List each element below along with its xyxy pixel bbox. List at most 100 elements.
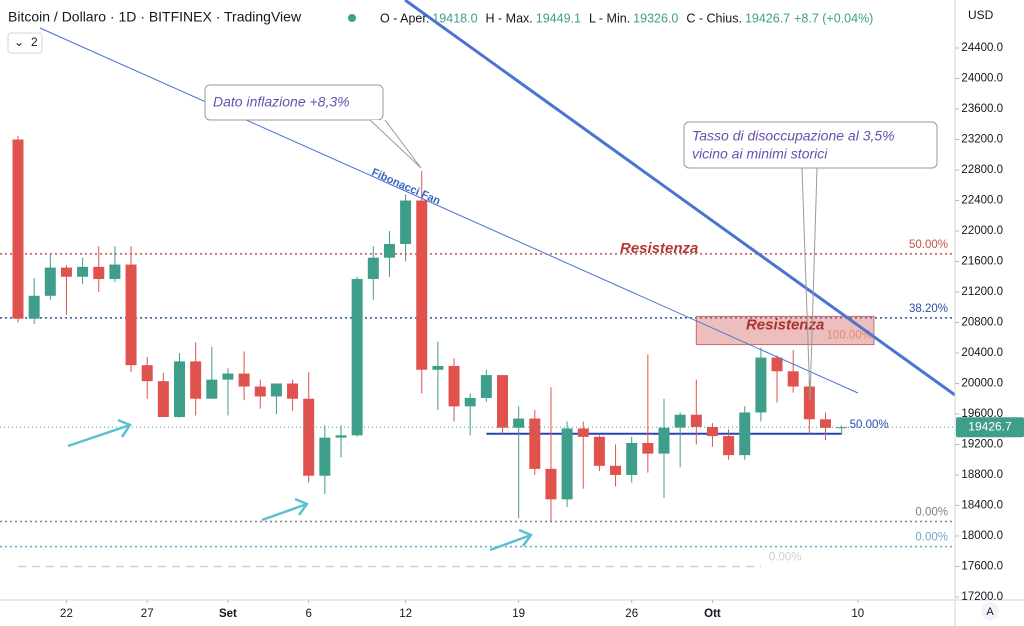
indicator-toggle[interactable] [7, 32, 43, 54]
y-tick-label: 18400.0 [961, 499, 1003, 511]
legend-value: 19418.0 [432, 11, 477, 25]
y-tick-label: 22800.0 [961, 164, 1003, 176]
callout-box [683, 121, 938, 169]
candle-body [109, 264, 121, 280]
candle-body [28, 295, 40, 319]
legend-field: H - Max. [486, 11, 533, 25]
x-tick-label: 26 [625, 608, 638, 620]
scale-button[interactable] [981, 602, 999, 620]
candle-body [803, 386, 815, 420]
x-tick-label: 19 [512, 608, 525, 620]
callout-text: Tasso di disoccupazione al 3,5% [692, 128, 895, 144]
candle-body [464, 397, 476, 407]
candle-body [497, 375, 508, 428]
x-tick-label: 22 [60, 608, 73, 620]
arrow [261, 497, 309, 522]
indicator-count: 2 [31, 35, 38, 49]
y-tick-label: 23200.0 [961, 134, 1003, 146]
x-tick-label: Ott [704, 608, 721, 620]
candle-body [12, 139, 24, 319]
fibonacci-fan-line [39, 27, 859, 394]
candle-body [270, 383, 282, 397]
candle-body [771, 357, 783, 372]
y-tick-label: 19600.0 [961, 408, 1003, 420]
last-price-box [956, 417, 1024, 438]
level-label: 38.20% [909, 303, 948, 315]
candle-body [513, 418, 525, 428]
candle-body [206, 379, 218, 399]
y-tick-label: 20400.0 [961, 347, 1003, 359]
chart-title: Bitcoin / Dollaro · 1D · BITFINEX · Trad… [8, 9, 302, 25]
indicator-chevron: ⌄ [14, 35, 24, 49]
candle-body [610, 465, 622, 475]
arrow [489, 528, 533, 552]
legend-field: O - Aper. [380, 11, 429, 25]
callout-pointer [801, 167, 818, 401]
candle-body [706, 426, 718, 437]
candle-body [658, 427, 670, 454]
candle-body [626, 442, 638, 475]
candle-body [545, 468, 557, 500]
candle-body [593, 436, 605, 466]
x-tick-label: 27 [141, 608, 154, 620]
zone-label: Resistenza [746, 316, 824, 333]
callout-unemployment: Tasso di disoccupazione al 3,5% vicino a… [683, 121, 938, 401]
candle-body [141, 365, 153, 382]
candle-body [836, 427, 848, 429]
level-label: 0.00% [769, 551, 802, 563]
y-tick-label: 19200.0 [961, 439, 1003, 451]
candle-body [287, 383, 299, 399]
arrows [67, 418, 533, 552]
arrow [67, 418, 132, 448]
y-tick-label: 21200.0 [961, 286, 1003, 298]
y-tick-label: 23600.0 [961, 103, 1003, 115]
plot: 50.00% 38.20% 50.00% 0.00% 0.00% 0.00% Resiste… [0, 135, 955, 568]
scale-mode: A [986, 606, 994, 618]
x-tick-label: Set [219, 608, 237, 620]
candle-body [400, 200, 412, 244]
candle-body [416, 200, 428, 370]
status-dot [348, 14, 356, 22]
callout-text: vicino ai minimi storici [692, 146, 828, 162]
zone-level-label: 100.00% [827, 330, 872, 342]
candle-body [820, 419, 831, 428]
y-tick-label: 18000.0 [961, 530, 1003, 542]
candle-body [787, 371, 799, 387]
candle-body [351, 279, 363, 436]
candle-body [448, 365, 460, 407]
candle-body [60, 267, 72, 277]
trend-line [404, 0, 956, 397]
callout-inflation: Dato inflazione +8,3% [204, 84, 422, 169]
y-tick-label: 18800.0 [961, 469, 1003, 481]
candle-body [238, 373, 250, 387]
candle-body [383, 243, 395, 258]
last-price-label: 19426.7 [968, 419, 1012, 433]
candle-body [642, 442, 654, 454]
candle-body [125, 264, 137, 366]
candle-body [755, 357, 767, 413]
candle-body [222, 373, 234, 380]
ohlc-legend: O - Aper. 19418.0 H - Max. 19449.1 L - Min. 1… [380, 11, 873, 25]
x-tick-label: 10 [851, 608, 864, 620]
candle-body [303, 398, 315, 476]
candle-body [77, 266, 89, 277]
y-tick-label: 24000.0 [961, 73, 1003, 85]
y-tick-label: 22400.0 [961, 195, 1003, 207]
resistance-label: Resistenza [620, 240, 698, 257]
candle-body [577, 428, 589, 437]
legend-value: 19426.7 [745, 11, 790, 25]
legend-value: 19326.0 [633, 11, 678, 25]
candle-body [367, 257, 379, 280]
y-tick-label: 17200.0 [961, 591, 1003, 603]
candle-body [44, 267, 56, 296]
legend-field: C - Chius. [686, 11, 742, 25]
candle-body [254, 386, 266, 397]
callout-box [204, 84, 384, 121]
callout-text: Dato inflazione +8,3% [213, 94, 350, 110]
legend-change: +8.7 (+0.04%) [794, 11, 873, 25]
candle-body [174, 361, 185, 418]
x-tick-label: 12 [399, 608, 412, 620]
level-label: 0.00% [915, 507, 948, 519]
